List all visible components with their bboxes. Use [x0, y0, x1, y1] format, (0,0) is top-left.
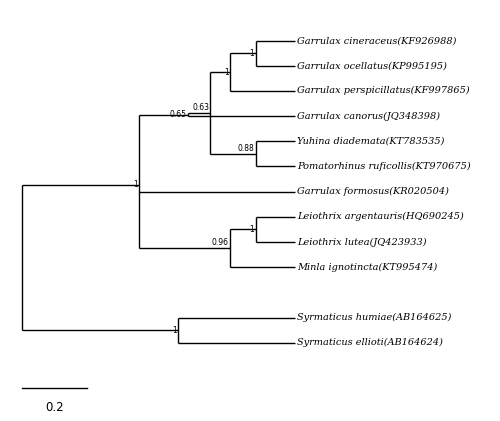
Text: Garrulax formosus(KR020504): Garrulax formosus(KR020504)	[298, 187, 449, 196]
Text: 0.65: 0.65	[170, 110, 186, 119]
Text: 1: 1	[224, 67, 228, 77]
Text: 0.2: 0.2	[46, 401, 64, 413]
Text: 0.63: 0.63	[192, 103, 209, 112]
Text: Garrulax canorus(JQ348398): Garrulax canorus(JQ348398)	[298, 112, 440, 121]
Text: 1: 1	[250, 49, 254, 58]
Text: 1: 1	[172, 325, 176, 335]
Text: 1: 1	[133, 180, 138, 189]
Text: Minla ignotincta(KT995474): Minla ignotincta(KT995474)	[298, 263, 438, 272]
Text: Garrulax cineraceus(KF926988): Garrulax cineraceus(KF926988)	[298, 36, 456, 45]
Text: 0.88: 0.88	[238, 144, 254, 152]
Text: 0.96: 0.96	[212, 238, 228, 247]
Text: Pomatorhinus ruficollis(KT970675): Pomatorhinus ruficollis(KT970675)	[298, 162, 471, 171]
Text: Garrulax perspicillatus(KF997865): Garrulax perspicillatus(KF997865)	[298, 86, 470, 96]
Text: Yuhina diademata(KT783535): Yuhina diademata(KT783535)	[298, 137, 444, 146]
Text: Leiothrix lutea(JQ423933): Leiothrix lutea(JQ423933)	[298, 237, 427, 247]
Text: Garrulax ocellatus(KP995195): Garrulax ocellatus(KP995195)	[298, 61, 447, 70]
Text: Syrmaticus humiae(AB164625): Syrmaticus humiae(AB164625)	[298, 313, 452, 322]
Text: 1: 1	[250, 225, 254, 234]
Text: Leiothrix argentauris(HQ690245): Leiothrix argentauris(HQ690245)	[298, 212, 464, 221]
Text: Syrmaticus ellioti(AB164624): Syrmaticus ellioti(AB164624)	[298, 338, 443, 347]
